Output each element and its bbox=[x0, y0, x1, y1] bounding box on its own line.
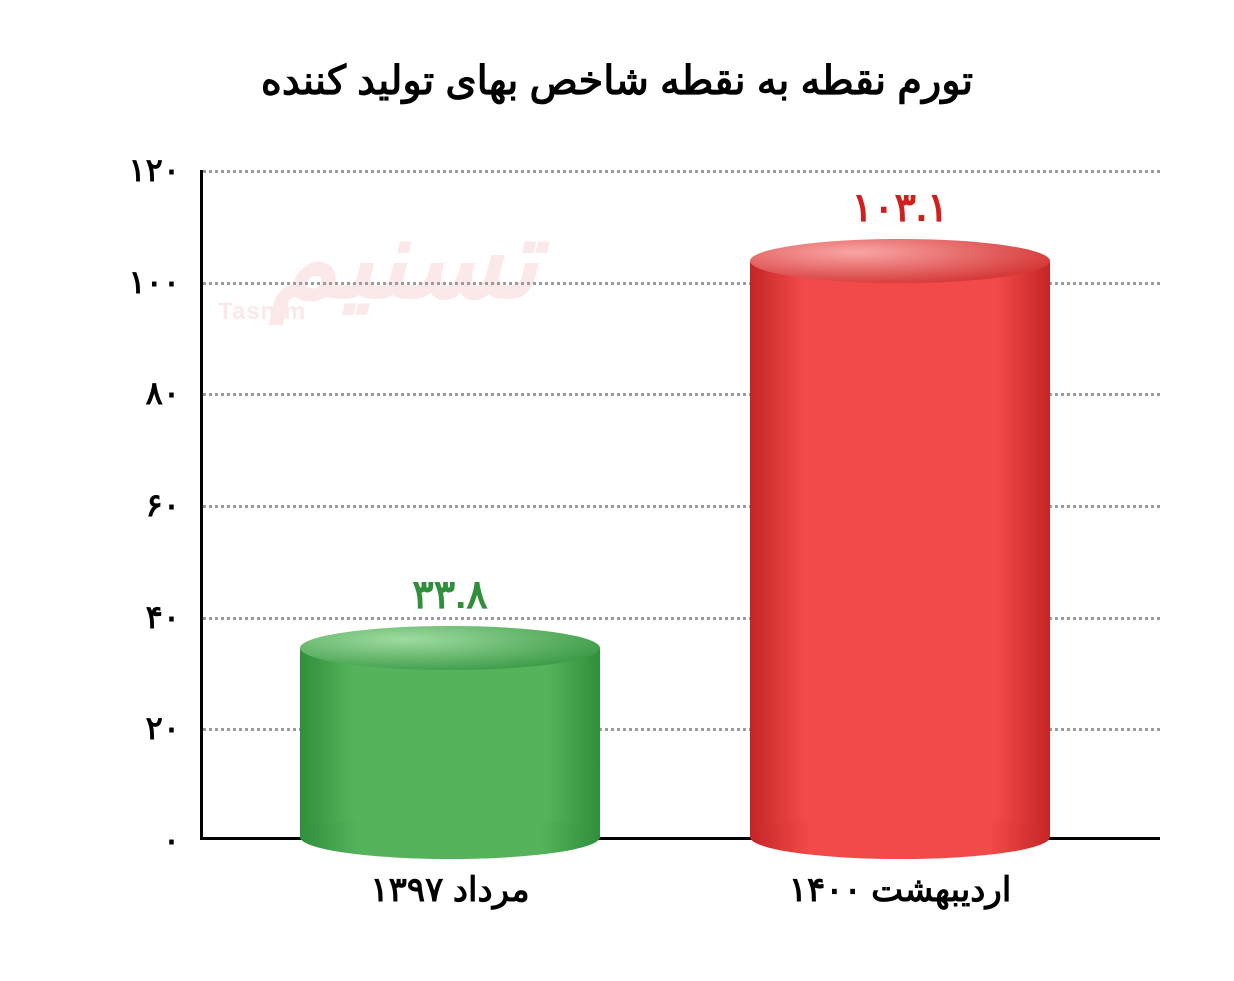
y-tick-label: ۰ bbox=[60, 821, 180, 859]
x-category-label: مرداد ۱۳۹۷ bbox=[300, 870, 600, 910]
plot-area: تسنیم Tasnim ۰۲۰۴۰۶۰۸۰۱۰۰۱۲۰ ۳۳.۸۱۰۳.۱ bbox=[200, 170, 1160, 840]
bar-bottom-ellipse bbox=[750, 815, 1050, 859]
bar-body bbox=[750, 261, 1050, 837]
watermark: تسنیم Tasnim bbox=[218, 216, 538, 326]
y-tick-label: ۸۰ bbox=[60, 374, 180, 412]
bar: ۳۳.۸ bbox=[300, 626, 600, 837]
y-tick-label: ۲۰ bbox=[60, 709, 180, 747]
y-tick-label: ۴۰ bbox=[60, 598, 180, 636]
bar-bottom-ellipse bbox=[300, 815, 600, 859]
bar: ۱۰۳.۱ bbox=[750, 239, 1050, 837]
y-tick-label: ۶۰ bbox=[60, 486, 180, 524]
grid-line bbox=[203, 170, 1160, 173]
x-category-label: اردیبهشت ۱۴۰۰ bbox=[750, 870, 1050, 910]
bar-body bbox=[300, 648, 600, 837]
y-tick-label: ۱۰۰ bbox=[60, 263, 180, 301]
bar-top-ellipse bbox=[300, 626, 600, 670]
chart-container: تورم نقطه به نقطه شاخص بهای تولید کننده … bbox=[0, 0, 1234, 981]
bar-value-label: ۳۳.۸ bbox=[300, 572, 600, 618]
bar-value-label: ۱۰۳.۱ bbox=[750, 185, 1050, 231]
y-tick-label: ۱۲۰ bbox=[60, 151, 180, 189]
chart-title: تورم نقطه به نقطه شاخص بهای تولید کننده bbox=[0, 58, 1234, 104]
watermark-sub: Tasnim bbox=[218, 298, 538, 326]
watermark-main: تسنیم bbox=[218, 216, 538, 304]
